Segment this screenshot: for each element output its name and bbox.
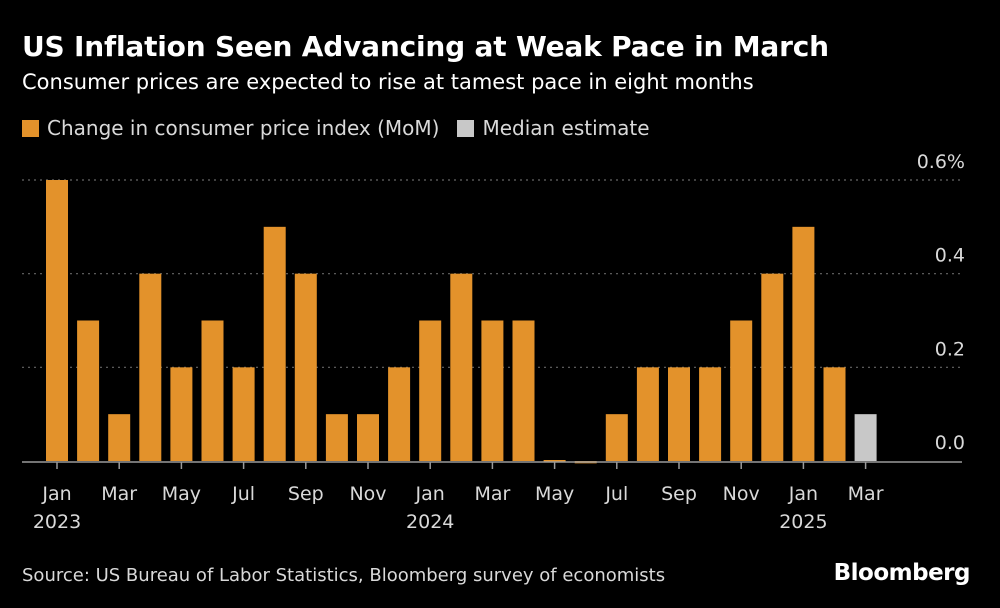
x-tick-label: Nov [349,483,386,505]
source-note: Source: US Bureau of Labor Statistics, B… [22,565,666,586]
legend-item-cpi: Change in consumer price index (MoM) [22,116,439,140]
legend-label-cpi: Change in consumer price index (MoM) [47,116,440,140]
cpi-bar [139,273,162,461]
legend-label-estimate: Median estimate [482,116,650,140]
y-tick-label: 0.2 [935,338,965,360]
cpi-bar [108,414,131,461]
x-tick-label: Jul [604,483,628,505]
x-tick-label: Nov [723,483,760,505]
legend-swatch-cpi [22,119,39,137]
cpi-bar [792,226,815,461]
cpi-bar [201,320,224,461]
cpi-bar [263,226,286,461]
cpi-bar [605,414,628,461]
x-tick-label: Jul [231,483,255,505]
cpi-bar [481,320,504,461]
y-tick-label: 0.4 [935,245,965,267]
x-tick-label: Mar [101,483,137,505]
x-tick-label: Mar [474,483,510,505]
estimate-bar [854,414,877,461]
x-tick-year-label: 2024 [406,511,454,533]
chart-subtitle: Consumer prices are expected to rise at … [22,70,754,94]
x-tick-label: May [535,483,574,505]
cpi-bar [512,320,535,461]
cpi-bar [46,180,68,461]
cpi-bar [636,367,659,461]
cpi-bar [77,320,100,461]
x-tick-year-label: 2023 [33,511,81,533]
cpi-bar [357,414,379,461]
cpi-bar [761,273,784,461]
y-tick-label: 0.0 [935,432,965,454]
x-tick-label: Sep [288,483,324,505]
x-tick-label: Mar [848,483,884,505]
legend-swatch-estimate [457,119,475,137]
legend-item-estimate: Median estimate [457,116,650,140]
cpi-bar [730,320,753,461]
x-tick-label: Jan [415,483,445,505]
x-tick-year-label: 2025 [779,511,827,533]
cpi-bar [170,367,193,461]
y-tick-label: 0.6% [917,151,965,173]
x-tick-label: Jan [41,483,71,505]
cpi-bar [668,367,690,461]
cpi-bar [699,367,722,461]
cpi-bar [823,367,846,461]
cpi-bar [388,367,411,461]
chart-title: US Inflation Seen Advancing at Weak Pace… [22,30,829,63]
x-tick-label: May [162,483,201,505]
cpi-bar [232,367,255,461]
cpi-bar [543,460,566,462]
x-tick-label: Sep [661,483,697,505]
cpi-bar [450,273,473,461]
cpi-bar [294,273,317,461]
bloomberg-logo: Bloomberg [833,560,971,586]
x-tick-label: Jan [788,483,818,505]
chart-legend: Change in consumer price index (MoM) Med… [22,116,668,140]
cpi-bar [325,414,348,461]
cpi-bar [419,320,442,461]
